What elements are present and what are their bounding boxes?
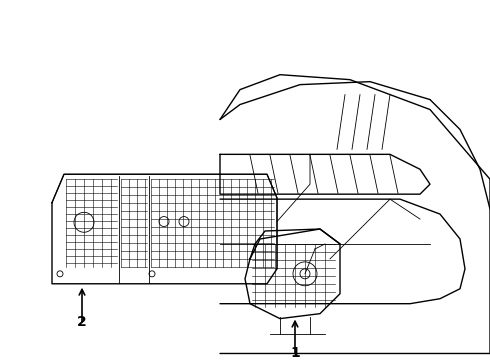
Text: 1: 1 [290, 346, 300, 360]
Text: 2: 2 [77, 315, 87, 329]
